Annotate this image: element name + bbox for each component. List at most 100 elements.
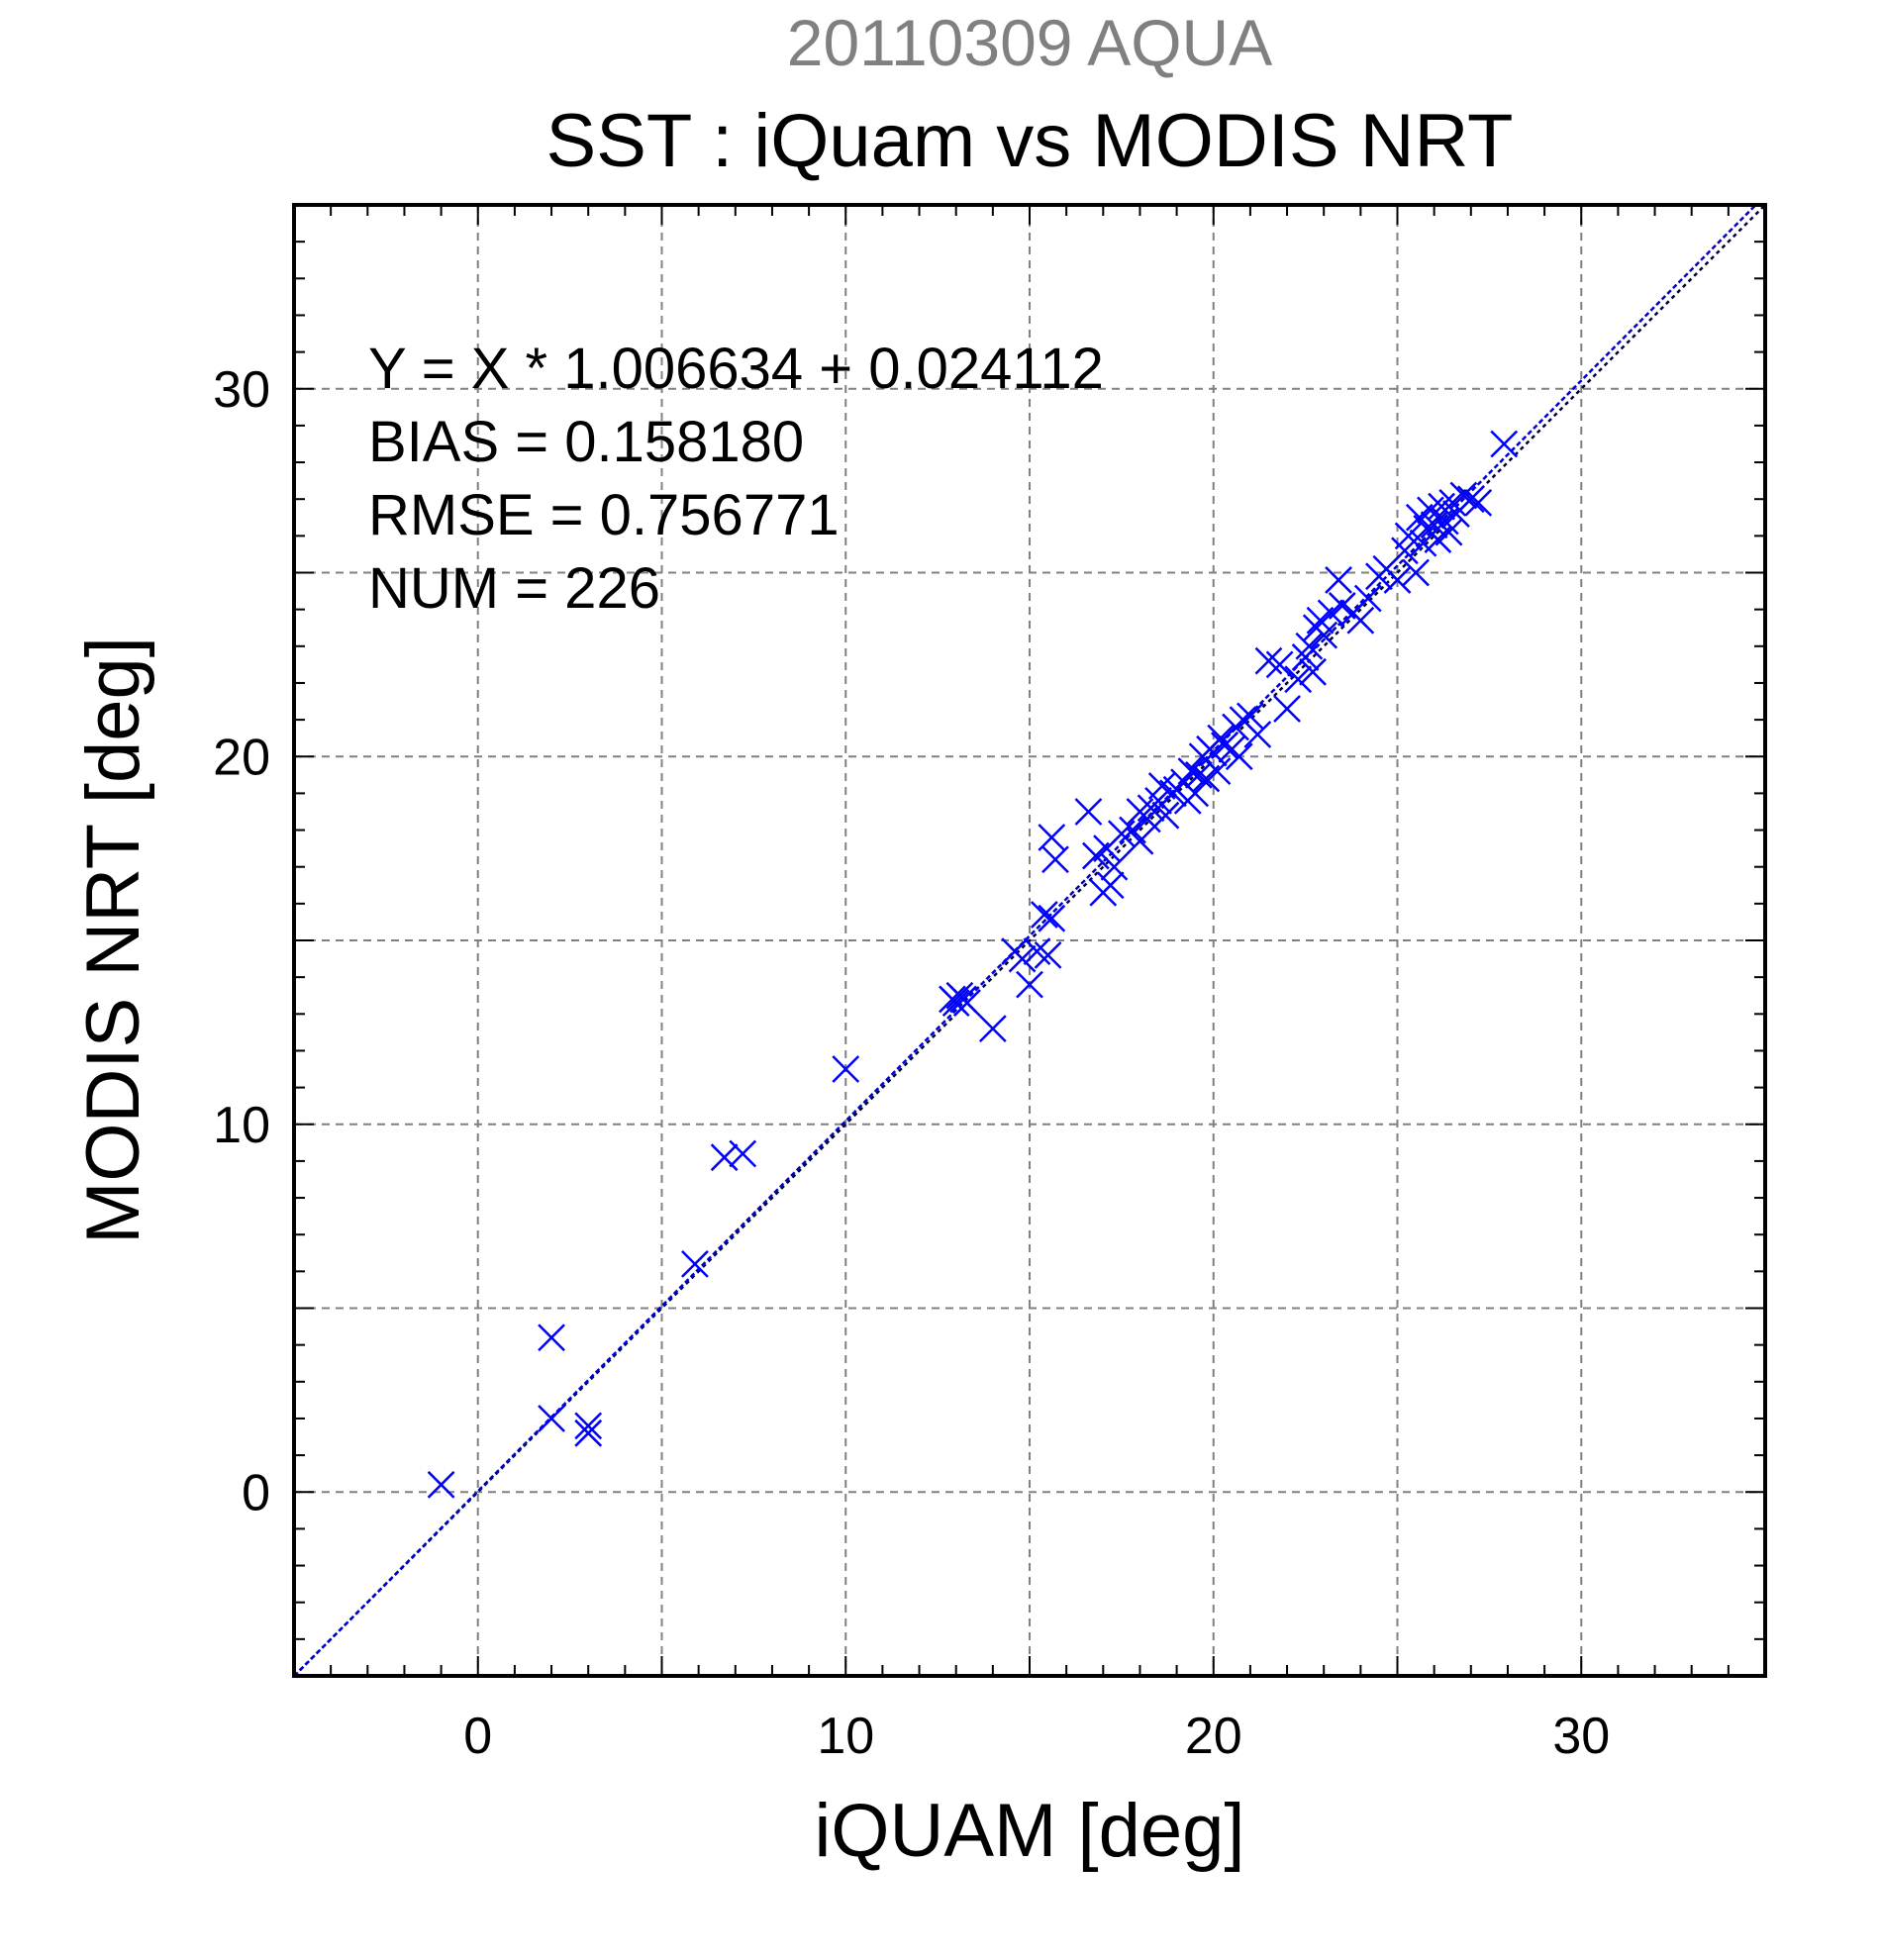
data-point-stroke xyxy=(1133,805,1161,833)
data-point-stroke xyxy=(1126,827,1154,855)
data-point-stroke xyxy=(1203,757,1232,785)
data-point xyxy=(1038,904,1066,932)
data-point-stroke xyxy=(1346,606,1375,635)
data-point xyxy=(1353,584,1382,613)
data-point-stroke xyxy=(1402,558,1430,587)
data-point xyxy=(1299,657,1327,686)
data-point xyxy=(1273,695,1301,723)
data-point xyxy=(1383,566,1412,594)
data-point-stroke xyxy=(1299,657,1327,686)
data-point xyxy=(1295,632,1324,660)
data-point-stroke xyxy=(1237,702,1264,731)
data-point-stroke xyxy=(729,1139,757,1168)
data-point xyxy=(729,1139,757,1168)
data-point xyxy=(1394,522,1423,550)
data-point xyxy=(681,1250,709,1278)
data-point-stroke xyxy=(1383,566,1412,594)
data-point-stroke xyxy=(1038,824,1066,851)
num-value: NUM = 226 xyxy=(368,556,660,621)
data-point-stroke xyxy=(1428,492,1455,521)
data-point-stroke xyxy=(1449,481,1478,510)
data-point-stroke xyxy=(710,1143,739,1172)
data-point-stroke xyxy=(1038,904,1066,932)
data-point-stroke xyxy=(538,1405,565,1432)
data-point xyxy=(1107,820,1136,848)
data-point-stroke xyxy=(538,1323,565,1352)
y-axis-label: MODIS NRT [deg] xyxy=(71,637,155,1244)
data-point xyxy=(941,989,970,1018)
bias-value: BIAS = 0.158180 xyxy=(368,410,804,474)
data-point xyxy=(1402,558,1430,587)
data-point xyxy=(1023,937,1051,966)
identity-line xyxy=(293,204,1766,1677)
regression-equation: Y = X * 1.006634 + 0.024112 xyxy=(368,337,1104,401)
data-point xyxy=(1265,650,1294,679)
data-point xyxy=(1074,798,1103,826)
data-point xyxy=(710,1143,739,1172)
data-point xyxy=(1225,742,1253,771)
data-point xyxy=(1181,779,1210,808)
data-point xyxy=(1151,801,1180,830)
y-tick-label: 10 xyxy=(213,1097,270,1154)
x-tick-label: 30 xyxy=(1552,1708,1610,1765)
data-point-stroke xyxy=(1008,944,1037,973)
data-point xyxy=(1291,643,1320,671)
y-tick-labels: 0 10 20 30 xyxy=(213,361,270,1522)
data-point-stroke xyxy=(1417,496,1444,525)
data-point-stroke xyxy=(1030,901,1058,929)
data-point xyxy=(1435,518,1463,546)
data-point xyxy=(1008,944,1037,973)
data-point-stroke xyxy=(1151,801,1180,830)
y-tick-label: 20 xyxy=(213,729,270,786)
data-point-stroke xyxy=(1273,695,1301,723)
data-point-stroke xyxy=(1353,584,1382,613)
fit-line xyxy=(293,204,1757,1677)
chart-title: SST : iQuam vs MODIS NRT xyxy=(546,99,1514,183)
data-point xyxy=(1203,757,1232,785)
data-point-stroke xyxy=(1211,732,1238,759)
data-point-stroke xyxy=(1456,485,1485,514)
x-tick-label: 0 xyxy=(463,1708,492,1765)
y-tick-label: 0 xyxy=(242,1464,270,1521)
data-point xyxy=(1456,485,1485,514)
data-point-stroke xyxy=(1490,430,1519,458)
data-point xyxy=(1038,824,1066,851)
data-point-stroke xyxy=(1016,970,1043,999)
data-point xyxy=(978,1015,1007,1043)
data-point xyxy=(1041,845,1069,874)
data-point-stroke xyxy=(1464,489,1493,517)
data-point xyxy=(1030,901,1058,929)
data-point xyxy=(1237,702,1264,731)
stats-annotation: Y = X * 1.006634 + 0.024112 BIAS = 0.158… xyxy=(368,337,1104,621)
data-point xyxy=(574,1419,603,1447)
regression-lines xyxy=(293,204,1766,1677)
data-point xyxy=(1325,566,1352,594)
data-point-stroke xyxy=(1295,632,1324,660)
x-tick-labels: 0 10 20 30 xyxy=(463,1708,1610,1765)
data-point-stroke xyxy=(1435,518,1463,546)
data-point-stroke xyxy=(1096,871,1125,900)
data-point xyxy=(1133,805,1161,833)
data-point-stroke xyxy=(832,1055,860,1083)
data-point-stroke xyxy=(1023,937,1051,966)
data-point xyxy=(1464,489,1493,517)
data-point xyxy=(538,1323,565,1352)
chart-super-title: 20110309 AQUA xyxy=(787,6,1273,79)
data-point xyxy=(1211,732,1238,759)
data-point-stroke xyxy=(978,1015,1007,1043)
data-point-stroke xyxy=(1328,592,1356,620)
data-point xyxy=(952,989,981,1018)
rmse-value: RMSE = 0.756771 xyxy=(368,483,840,547)
data-point-stroke xyxy=(1100,852,1129,881)
data-point-stroke xyxy=(1119,816,1146,844)
data-point-stroke xyxy=(1041,845,1069,874)
data-point-stroke xyxy=(1254,646,1283,675)
data-point-stroke xyxy=(1185,760,1213,789)
data-point-stroke xyxy=(1310,621,1338,649)
data-point-stroke xyxy=(1181,779,1210,808)
data-point-stroke xyxy=(1225,742,1253,771)
data-point-stroke xyxy=(1034,940,1062,969)
data-point-stroke xyxy=(1420,511,1448,539)
data-point xyxy=(1185,760,1213,789)
data-point xyxy=(538,1405,565,1432)
